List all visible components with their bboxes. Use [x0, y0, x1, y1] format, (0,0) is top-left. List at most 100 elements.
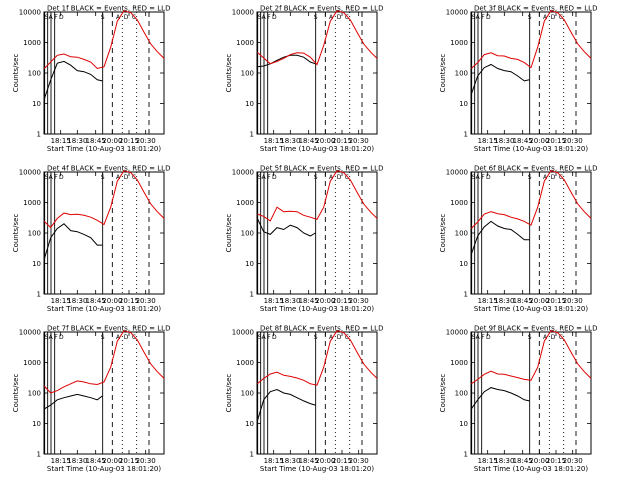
flag-label: F [481, 174, 485, 181]
flag-label: S [472, 174, 476, 181]
panel-7: Det 7f BLACK = Events, RED = LLD 1 10 100 10… [12, 325, 170, 474]
panel-8: Det 8f BLACK = Events, RED = LLD 1 10 100 10… [225, 325, 383, 474]
x-tick-label: 18:45 [299, 137, 319, 145]
x-tick-label: 18:15 [264, 137, 284, 145]
x-tick-label: 20:30 [563, 457, 583, 465]
flag-label: S [45, 14, 49, 21]
y-tick-label: 10 [245, 420, 254, 428]
flag-label: C [132, 14, 136, 21]
y-tick-label: 1 [464, 131, 468, 139]
panel-title: Det 5f BLACK = Events, RED = LLD [260, 165, 383, 173]
x-tick-label: 20:15 [119, 297, 139, 305]
flag-label: A [262, 14, 267, 21]
y-tick-label: 1000 [236, 39, 254, 47]
x-tick-label: 18:45 [513, 137, 533, 145]
x-tick-label: 18:30 [67, 137, 87, 145]
events-series-line [43, 223, 103, 260]
x-tick-label: 20:15 [332, 297, 352, 305]
events-series-line [470, 387, 530, 410]
panel-3: Det 3f BLACK = Events, RED = LLD 1 10 100 10… [439, 5, 597, 154]
events-series-line [256, 388, 316, 422]
x-axis-label: Start Time (10-Aug-03 18:01:20) [474, 145, 588, 153]
flag-label: D [551, 174, 556, 181]
flag-label: A [262, 174, 267, 181]
y-axis-label: Counts/sec [225, 374, 233, 413]
flag-label: S [314, 174, 318, 181]
y-tick-label: 1000 [23, 39, 41, 47]
y-tick-label: 10 [459, 420, 468, 428]
y-tick-label: 1000 [450, 199, 468, 207]
y-tick-label: 1 [37, 291, 41, 299]
x-tick-label: 20:30 [136, 457, 156, 465]
flag-label: D [486, 174, 491, 181]
x-tick-label: 20:15 [546, 457, 566, 465]
plot-frame [43, 171, 165, 295]
plot-frame [470, 331, 592, 455]
y-tick-label: 100 [241, 70, 254, 78]
flag-label: S [45, 174, 49, 181]
flag-label: A [476, 14, 481, 21]
panel-6: Det 6f BLACK = Events, RED = LLD 1 10 100 10… [439, 165, 597, 314]
x-tick-label: 18:30 [494, 297, 514, 305]
x-tick-label: 20:30 [136, 137, 156, 145]
plot-frame [43, 11, 165, 135]
flag-label: D [124, 14, 129, 21]
x-tick-label: 20:30 [563, 137, 583, 145]
x-tick-label: 18:45 [86, 137, 106, 145]
plot-frame [470, 171, 592, 295]
flag-label: S [101, 334, 105, 341]
y-tick-label: 10000 [19, 329, 41, 337]
x-tick-label: 20:15 [546, 137, 566, 145]
flag-label: D [59, 334, 64, 341]
x-tick-label: 18:15 [478, 297, 498, 305]
panel-1: Det 1f BLACK = Events, RED = LLD 1 10 100 10… [12, 5, 170, 154]
flag-label: C [132, 334, 136, 341]
events-series-line [43, 60, 103, 100]
panel-title: Det 6f BLACK = Events, RED = LLD [474, 165, 597, 173]
flag-label: F [267, 334, 271, 341]
y-tick-label: 10 [32, 100, 41, 108]
lld-series-line [256, 10, 378, 66]
y-tick-label: 1000 [236, 359, 254, 367]
x-tick-label: 18:45 [299, 457, 319, 465]
flag-label: S [314, 334, 318, 341]
y-tick-label: 10000 [232, 329, 254, 337]
y-tick-label: 100 [455, 390, 468, 398]
flag-label: D [551, 14, 556, 21]
flag-label: D [551, 334, 556, 341]
lld-series-line [470, 10, 592, 69]
y-tick-label: 10000 [232, 169, 254, 177]
events-series-line [470, 63, 530, 95]
x-tick-label: 20:30 [136, 297, 156, 305]
flag-label: D [337, 14, 342, 21]
flag-label: S [101, 14, 105, 21]
x-axis-label: Start Time (10-Aug-03 18:01:20) [260, 465, 374, 473]
flag-label: D [337, 334, 342, 341]
flag-label: A [476, 174, 481, 181]
y-axis-label: Counts/sec [439, 54, 447, 93]
flag-label: C [559, 14, 563, 21]
lld-series-line [43, 330, 165, 394]
x-tick-label: 18:15 [264, 457, 284, 465]
y-tick-label: 1 [37, 451, 41, 459]
x-tick-label: 18:45 [513, 457, 533, 465]
y-tick-label: 10 [459, 100, 468, 108]
x-tick-label: 18:15 [51, 457, 71, 465]
x-tick-label: 20:00 [315, 297, 335, 305]
x-tick-label: 20:00 [315, 457, 335, 465]
y-tick-label: 10 [459, 260, 468, 268]
y-axis-label: Counts/sec [12, 374, 20, 413]
y-tick-label: 100 [28, 230, 41, 238]
plot-frame [256, 11, 378, 135]
flag-label: F [54, 334, 58, 341]
flag-label: C [345, 334, 349, 341]
flag-label: S [314, 14, 318, 21]
flag-label: A [476, 334, 481, 341]
x-tick-label: 18:15 [478, 137, 498, 145]
flag-label: S [472, 334, 476, 341]
x-tick-label: 20:00 [529, 457, 549, 465]
flag-label: C [345, 14, 349, 21]
y-tick-label: 10 [245, 260, 254, 268]
y-tick-label: 1 [250, 131, 254, 139]
flag-label: D [59, 14, 64, 21]
